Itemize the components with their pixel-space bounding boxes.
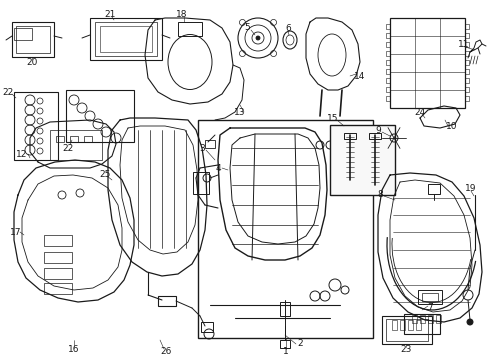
Bar (204, 140, 215, 148)
Bar (12, 22, 54, 57)
Bar (399, 320, 404, 330)
Bar (464, 87, 468, 92)
Text: 11: 11 (457, 40, 469, 49)
Bar (50, 130, 102, 160)
Bar (90, 18, 162, 60)
Text: 15: 15 (326, 113, 338, 122)
Text: 14: 14 (354, 72, 365, 81)
Text: 12: 12 (16, 149, 28, 158)
Bar (44, 235, 72, 246)
Bar (411, 315, 416, 323)
Bar (464, 60, 468, 65)
Bar (100, 26, 152, 52)
Bar (407, 320, 412, 330)
Text: 19: 19 (464, 184, 476, 193)
Bar (193, 172, 208, 194)
Text: 18: 18 (176, 9, 187, 18)
Bar (329, 125, 394, 195)
Bar (403, 314, 439, 334)
Bar (280, 340, 289, 348)
Bar (464, 78, 468, 83)
Text: 24: 24 (413, 108, 425, 117)
Bar (385, 96, 389, 101)
Text: 13: 13 (234, 108, 245, 117)
Bar (464, 42, 468, 47)
Bar (44, 268, 72, 279)
Text: 7: 7 (426, 303, 432, 312)
Text: 1: 1 (283, 347, 288, 356)
Bar (198, 120, 372, 338)
Bar (419, 315, 424, 323)
Text: 2: 2 (297, 339, 302, 348)
Bar (415, 320, 420, 330)
Text: 6: 6 (285, 23, 290, 32)
Bar (427, 184, 439, 194)
Bar (385, 60, 389, 65)
Circle shape (256, 36, 260, 40)
Bar (385, 319, 427, 341)
Text: 23: 23 (400, 346, 411, 355)
Bar (464, 33, 468, 38)
Bar (14, 92, 58, 160)
Bar (427, 315, 432, 323)
Bar (66, 90, 134, 142)
Text: 10: 10 (446, 122, 457, 131)
Bar (385, 51, 389, 56)
Bar (385, 33, 389, 38)
Bar (464, 69, 468, 74)
Bar (389, 18, 464, 108)
Bar (385, 42, 389, 47)
Text: 20: 20 (26, 58, 38, 67)
Bar (464, 96, 468, 101)
Text: 25: 25 (99, 170, 110, 179)
Bar (391, 320, 396, 330)
Bar (44, 283, 72, 294)
Bar (385, 69, 389, 74)
Text: 22: 22 (62, 144, 74, 153)
Bar (368, 133, 380, 139)
Text: 17: 17 (10, 228, 21, 237)
Text: 21: 21 (104, 9, 116, 18)
Bar (84, 136, 92, 142)
Bar (95, 22, 157, 56)
Bar (385, 78, 389, 83)
Bar (421, 293, 437, 301)
Bar (44, 252, 72, 263)
Text: 22: 22 (2, 87, 14, 96)
Bar (14, 28, 32, 40)
Bar (464, 24, 468, 29)
Bar (70, 136, 78, 142)
Text: 4: 4 (215, 163, 221, 172)
Text: 26: 26 (160, 347, 171, 356)
Bar (201, 322, 213, 332)
Bar (158, 296, 176, 306)
Bar (16, 26, 50, 53)
Text: 3: 3 (199, 144, 204, 153)
Bar (343, 133, 355, 139)
Text: 9: 9 (374, 126, 380, 135)
Bar (385, 24, 389, 29)
Bar (417, 290, 441, 304)
Bar (385, 87, 389, 92)
Bar (464, 51, 468, 56)
Bar (435, 315, 440, 323)
Text: 16: 16 (68, 346, 80, 355)
Bar (381, 316, 431, 344)
Circle shape (466, 319, 472, 325)
Text: 5: 5 (244, 23, 249, 32)
Bar (178, 22, 202, 36)
Text: 8: 8 (376, 189, 382, 198)
Bar (280, 302, 289, 316)
Bar (56, 136, 64, 142)
